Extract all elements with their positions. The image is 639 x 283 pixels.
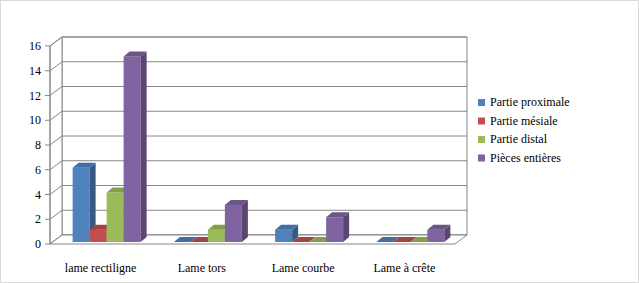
bar-side [141,51,147,242]
bar-front [326,217,343,242]
grid-line [50,62,467,71]
x-tick-label: lame rectiligne [65,261,137,275]
grid-line [50,37,467,46]
y-tick-label: 4 [35,188,41,202]
bar [124,51,147,242]
bar-front [225,205,242,242]
bar-front [275,230,292,242]
legend-label: Partie mésiale [490,114,558,128]
y-tick-label: 10 [29,113,41,127]
bar-side [242,200,248,242]
bar-front [73,168,90,242]
chart-svg: 0 2 4 6 8 10 12 14 16 lame rectiligne Lame tors Lam… [0,0,639,283]
y-tick-label: 16 [29,39,41,53]
tick-mark [45,70,50,71]
bar-front [427,230,444,242]
y-tick-label: 2 [35,212,41,226]
legend-swatch [478,136,485,143]
chart-border [1,1,639,283]
legend-label: Partie proximale [490,95,570,109]
grid-line [50,111,467,120]
bar-top [124,51,147,56]
bar-top [326,212,349,217]
chart-container: 0 2 4 6 8 10 12 14 16 lame rectiligne Lame tors Lam… [0,0,639,283]
bars [73,51,451,242]
y-tick-label: 14 [29,64,41,78]
bar-top [225,200,248,205]
bar [225,200,248,242]
tick-mark [45,194,50,195]
tick-mark [45,46,50,47]
bar-front [90,230,107,242]
bar [427,225,450,242]
legend-swatch [478,99,485,106]
bar-front [107,193,124,243]
bar-front [208,230,225,242]
bar [275,225,298,242]
legend-label: Pièces entières [490,151,561,165]
x-tick-label: Lame à crête [373,261,435,275]
tick-mark [45,219,50,220]
tick-mark [45,169,50,170]
legend-swatch [478,118,485,125]
x-tick-label: Lame courbe [272,261,335,275]
bar-top [73,163,96,168]
y-tick-label: 12 [29,89,41,103]
legend-label: Partie distal [490,132,548,146]
grid-line [50,136,467,145]
bar [326,212,349,242]
bar-top [275,225,298,230]
y-axis-line [50,46,51,244]
grid-line [50,161,467,170]
tick-mark [45,120,50,121]
bar-top [427,225,450,230]
bar-front [124,56,141,242]
y-tick-label: 0 [35,237,41,251]
bar-side [343,212,349,242]
legend: Partie proximale Partie mésiale Partie dis… [478,95,570,165]
y-tick-label: 8 [35,138,41,152]
tick-mark [45,145,50,146]
legend-swatch [478,155,485,162]
x-tick-label: Lame tors [178,261,227,275]
y-tick-label: 6 [35,163,41,177]
tick-mark [45,95,50,96]
plot-area [45,37,467,244]
grid-line [50,87,467,96]
